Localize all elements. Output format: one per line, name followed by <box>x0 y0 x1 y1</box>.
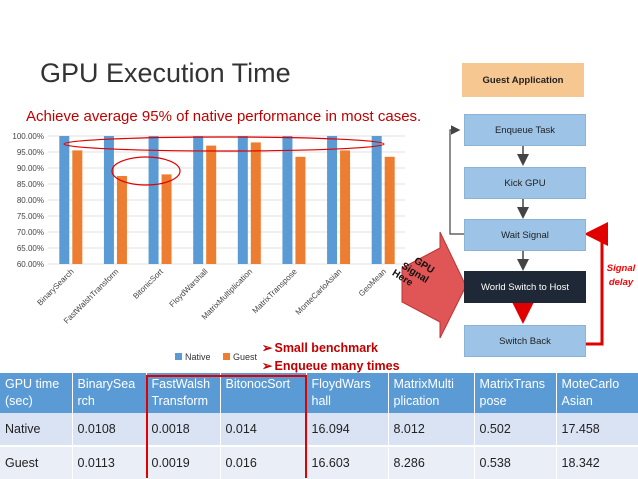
table-row: Native 0.0108 0.0018 0.014 16.094 8.012 0.502 1… <box>0 413 638 446</box>
x-tick-label: MonteCarloAsian <box>294 267 344 317</box>
table-cell: 0.538 <box>474 445 557 479</box>
bar-native <box>371 136 382 264</box>
table-cell: 16.603 <box>306 445 389 479</box>
table-cell: 8.286 <box>388 445 475 479</box>
y-tick-label: 60.00% <box>17 260 44 269</box>
y-tick-label: 95.00% <box>17 148 44 157</box>
table-header-cell: FastWalsh Transform <box>146 373 221 413</box>
signal-delay-arrow <box>584 222 608 346</box>
bar-chart: 100.00% 95.00% 90.00% 85.00% 80.00% 75.00% 70.… <box>12 132 405 362</box>
table-cell: 0.0108 <box>72 413 147 446</box>
bar-native <box>59 136 70 264</box>
guest-application-header: Guest Application <box>462 63 584 97</box>
highlight-ellipse <box>63 136 385 152</box>
table-cell: Guest <box>0 445 73 479</box>
legend-swatch <box>223 353 230 360</box>
bar-guest <box>116 176 127 264</box>
table-cell: 8.012 <box>388 413 475 446</box>
x-tick-label: BinarySearch <box>35 267 75 307</box>
table-header-cell: GPU time (sec) <box>0 373 73 413</box>
x-tick-label: MatrixMultiplication <box>200 267 254 321</box>
table-cell: Native <box>0 413 73 446</box>
step-enqueue-task: Enqueue Task <box>464 114 586 146</box>
bar-guest <box>206 145 217 264</box>
bar-native <box>282 136 293 264</box>
table-header-row: GPU time (sec) BinarySea rch FastWalsh Transf… <box>0 373 638 413</box>
bar-native <box>327 136 338 264</box>
bullet-small-benchmark: ➢ Small benchmark <box>262 341 378 355</box>
bar-guest <box>384 156 395 264</box>
y-tick-label: 90.00% <box>17 164 44 173</box>
x-tick-label: MatrixTranspose <box>251 267 300 316</box>
bar-guest <box>340 150 351 264</box>
x-tick-label: GeoMean <box>357 267 388 298</box>
y-tick-label: 100.00% <box>12 132 44 141</box>
x-tick-label: FloydWarshall <box>168 267 210 309</box>
slide-title: GPU Execution Time <box>40 58 291 88</box>
table-header-cell: BitonocSort <box>220 373 307 413</box>
table-header-cell: BinarySea rch <box>72 373 147 413</box>
legend-label: Guest <box>233 352 258 362</box>
table-cell: 0.0113 <box>72 445 147 479</box>
table-cell: 0.0019 <box>146 445 221 479</box>
bar-native <box>103 136 114 264</box>
y-tick-label: 75.00% <box>17 212 44 221</box>
table-cell: 17.458 <box>556 413 638 446</box>
arrow-bullet-icon: ➢ <box>262 341 273 355</box>
table-cell: 0.0018 <box>146 413 221 446</box>
step-switch-back: Switch Back <box>464 325 586 357</box>
y-tick-label: 70.00% <box>17 228 44 237</box>
bar-native <box>237 136 248 264</box>
bar-guest <box>250 142 261 264</box>
x-tick-label: BitonicSort <box>131 267 165 301</box>
table-cell: 16.094 <box>306 413 389 446</box>
signal-delay-label: Signal delay <box>606 263 636 288</box>
table-header-cell: MatrixTrans pose <box>474 373 557 413</box>
table-cell: 0.014 <box>220 413 307 446</box>
bar-guest <box>72 150 83 264</box>
step-world-switch: World Switch to Host <box>464 271 586 303</box>
bar-native <box>193 136 204 264</box>
table-header-cell: MoteCarlo Asian <box>556 373 638 413</box>
table-header-cell: FloydWars hall <box>306 373 389 413</box>
step-kick-gpu: Kick GPU <box>464 167 586 199</box>
loop-arrow <box>449 125 464 235</box>
bar-guest <box>295 156 306 264</box>
table-cell: 18.342 <box>556 445 638 479</box>
bullet-enqueue-many: ➢ Enqueue many times <box>262 359 400 373</box>
table-cell: 0.502 <box>474 413 557 446</box>
y-tick-label: 65.00% <box>17 244 44 253</box>
highlight-ellipse <box>111 156 181 186</box>
gpu-time-table: GPU time (sec) BinarySea rch FastWalsh Transf… <box>0 373 638 479</box>
slide-subtitle: Achieve average 95% of native performanc… <box>26 108 422 125</box>
legend-label: Native <box>185 352 211 362</box>
arrow-bullet-icon: ➢ <box>262 359 273 373</box>
table-row: Guest 0.0113 0.0019 0.016 16.603 8.286 0.538 18… <box>0 445 638 479</box>
legend-swatch <box>175 353 182 360</box>
y-tick-label: 85.00% <box>17 180 44 189</box>
table-header-cell: MatrixMulti plication <box>388 373 475 413</box>
table-highlight-box <box>146 375 307 478</box>
y-tick-label: 80.00% <box>17 196 44 205</box>
step-wait-signal: Wait Signal <box>464 219 586 251</box>
bar-guest <box>161 174 172 264</box>
table-cell: 0.016 <box>220 445 307 479</box>
bar-native <box>148 136 159 264</box>
